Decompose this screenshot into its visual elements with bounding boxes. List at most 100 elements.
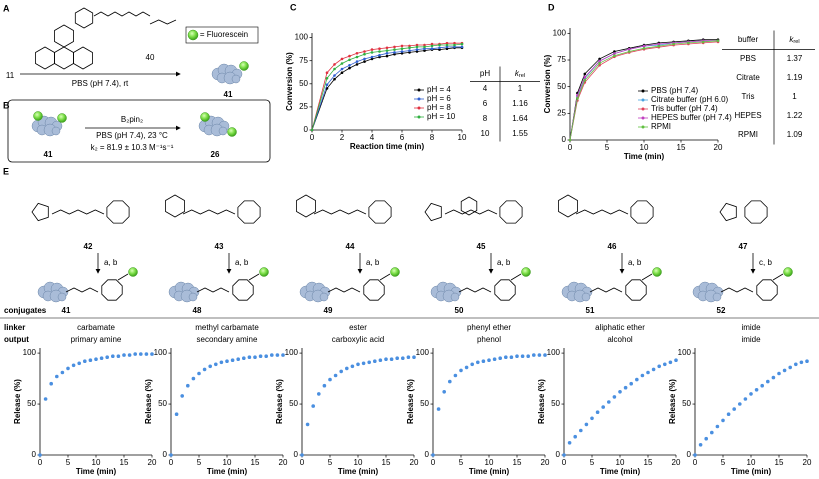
ring [54,24,74,48]
compound-label: 46 [608,242,617,251]
scheme-b-box [7,99,271,163]
scatter-point [406,355,411,360]
data-point [701,40,705,44]
x-tick-label: 0 [693,458,698,467]
compound-label: 42 [84,242,93,251]
scatter-point [567,441,572,445]
scatter-point [562,453,566,457]
table-cell: RPMI [738,130,758,139]
protein-blob [319,292,329,302]
header-symbol: k [789,35,794,44]
scatter-point [715,424,720,429]
scatter-point [704,436,708,441]
scatter-point [122,353,126,357]
bond [772,273,784,281]
table-cell: 1 [518,84,523,93]
scatter-point [127,353,132,357]
scatter-point [453,373,458,378]
legend-label: pH = 4 [427,85,451,94]
table-cell: 8 [483,114,488,123]
scatter-point [258,354,263,359]
data-point [348,54,351,58]
x-tick-label: 20 [541,458,550,467]
data-point [576,97,579,100]
output-label: alcohol [607,335,633,344]
x-tick-label: 0 [310,133,315,142]
scatter-point [197,371,201,376]
data-point [325,71,329,74]
data-point [598,64,601,67]
y-tick-label: 50 [289,399,298,408]
data-point [423,43,426,47]
x-axis-label: Time (min) [600,467,641,476]
data-point [385,46,389,50]
x-tick-label: 20 [714,143,723,152]
y-tick-label: 100 [553,28,567,37]
scatter-point [579,428,583,433]
cyclooctyne [106,200,130,224]
ring [31,202,49,222]
x-tick-label: 0 [300,458,305,467]
fluorescein [783,267,793,277]
scatter-point [66,366,70,371]
data-point [393,48,396,51]
linker-label: methyl carbamate [195,323,259,332]
linker-label: phenyl ether [467,323,511,332]
data-point [355,52,359,55]
fluorescein [521,267,531,277]
cyclooctene [101,279,123,301]
protein-blob [581,292,591,302]
panel-label: E [3,166,9,176]
table-cell: 10 [481,129,490,138]
scatter-point [105,355,109,360]
scatter-point [693,453,697,457]
data-point [385,54,389,58]
scatter-point [635,377,639,382]
x-tick-label: 15 [677,143,686,152]
legend-label: pH = 10 [427,112,456,121]
legend-label: pH = 8 [427,103,451,112]
scatter-point [732,407,736,411]
scatter-point [663,362,667,367]
bond-chain [196,287,230,293]
scatter-point [133,352,137,356]
data-point [340,71,344,74]
fluorescein [200,112,210,122]
y-axis-label: Conversion (%) [543,54,552,113]
scatter-point [532,353,536,357]
bond-chain [51,209,105,215]
scatter-point [202,367,207,372]
scatter-point [646,370,650,375]
scatter-point [214,362,218,367]
x-tick-label: 4 [370,133,375,142]
data-point [415,45,419,49]
scatter-point [116,354,121,359]
bond-chain [149,19,177,25]
scatter-point [345,366,349,371]
output-label: imide [741,335,761,344]
scatter-point [766,379,770,384]
series-line [569,41,719,141]
legend-marker [641,116,645,120]
panel-label: C [290,2,297,12]
scatter-point [219,360,224,365]
legend-label: Citrate buffer (pH 6.0) [651,95,729,104]
x-tick-label: 10 [92,458,101,467]
y-tick-label: 100 [416,348,430,357]
legend-label: Tris buffer (pH 7.4) [651,104,718,113]
data-point [642,44,646,48]
scatter-point [754,388,759,392]
ring [424,202,442,222]
label: B₂pin₂ [121,115,143,124]
legend-label: PBS (pH 7.4) [651,86,698,95]
ring [296,194,316,218]
y-tick-label: 0 [687,450,692,459]
compound-label: 41 [224,90,233,99]
scatter-point [573,434,577,439]
data-point [583,79,587,82]
data-point [438,46,441,50]
data-point [393,51,396,54]
data-point [415,48,419,51]
scatter-point [629,381,633,386]
scatter-point [144,352,149,356]
